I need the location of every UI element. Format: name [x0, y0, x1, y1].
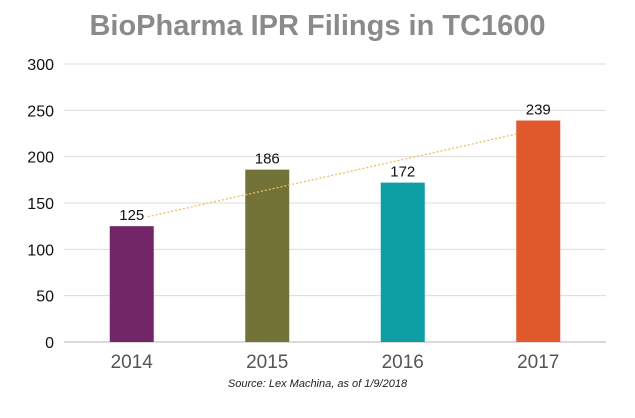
data-label-2017: 239	[526, 102, 551, 119]
data-labels: 125 186 172 239	[119, 102, 551, 225]
y-tick-label: 100	[27, 242, 54, 259]
x-tick-label: 2016	[382, 352, 424, 373]
y-tick-label: 300	[27, 57, 54, 74]
bar-2014	[109, 226, 154, 342]
y-tick-label: 150	[27, 196, 54, 213]
x-axis-ticks: 2014 2015 2016 2017	[111, 352, 560, 373]
x-tick-label: 2014	[111, 352, 154, 373]
bars	[109, 120, 561, 342]
bar-2017	[516, 120, 561, 342]
y-tick-label: 200	[27, 150, 54, 167]
y-tick-label: 250	[27, 103, 54, 120]
x-tick-label: 2017	[517, 352, 559, 373]
source-note: Source: Lex Machina, as of 1/9/2018	[227, 378, 408, 390]
x-tick-label: 2015	[246, 352, 288, 373]
y-tick-label: 50	[36, 289, 54, 306]
trendline-layer	[147, 132, 519, 218]
bar-2015	[245, 169, 290, 342]
y-tick-label: 0	[45, 335, 54, 352]
data-label-2016: 172	[390, 164, 415, 181]
gridlines	[64, 63, 606, 343]
bar-2016	[380, 182, 425, 342]
trendline	[147, 132, 519, 218]
chart-title: BioPharma IPR Filings in TC1600	[89, 10, 546, 42]
data-label-2015: 186	[255, 151, 280, 168]
y-axis-ticks: 0 50 100 150 200 250 300	[27, 57, 54, 352]
data-label-2014: 125	[119, 207, 144, 224]
